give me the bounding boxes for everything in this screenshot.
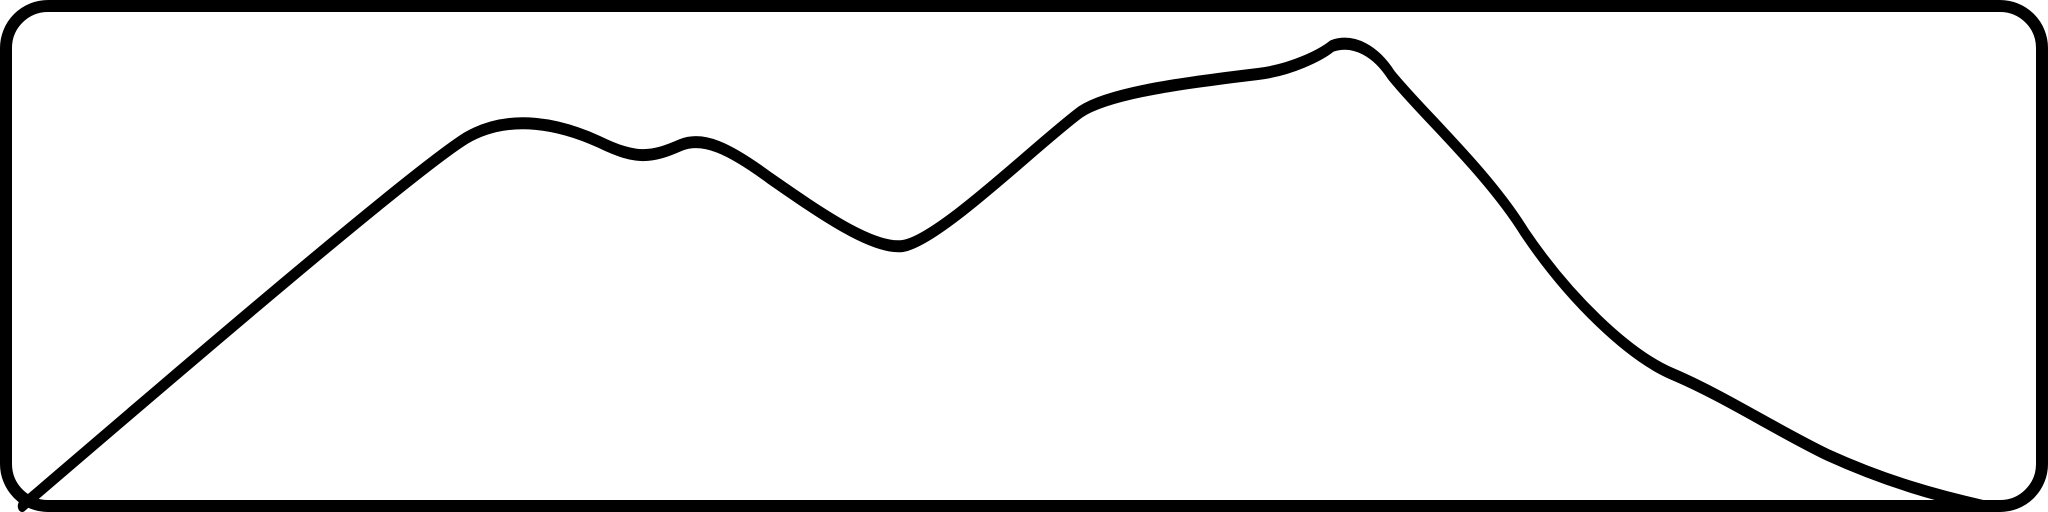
mountain-ridge-outline bbox=[17, 37, 1988, 512]
